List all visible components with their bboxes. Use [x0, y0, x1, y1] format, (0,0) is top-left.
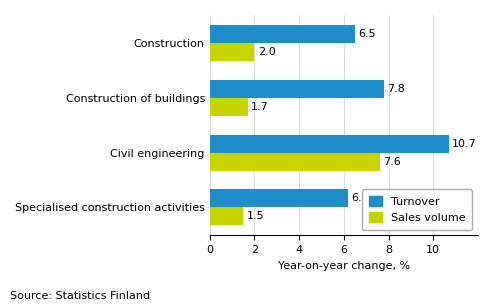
X-axis label: Year-on-year change, %: Year-on-year change, % [278, 261, 410, 271]
Bar [210, 98, 248, 116]
Text: 7.6: 7.6 [383, 157, 401, 167]
Bar [210, 25, 355, 43]
Bar [210, 43, 254, 61]
Text: 6.2: 6.2 [352, 193, 369, 203]
Text: 10.7: 10.7 [452, 139, 477, 149]
Bar [210, 80, 384, 98]
Legend: Turnover, Sales volume: Turnover, Sales volume [362, 189, 472, 230]
Bar [210, 135, 449, 153]
Text: 2.0: 2.0 [258, 47, 276, 57]
Text: 7.8: 7.8 [387, 84, 405, 94]
Bar [210, 207, 243, 226]
Text: 1.5: 1.5 [246, 211, 264, 221]
Text: 1.7: 1.7 [251, 102, 269, 112]
Bar [210, 153, 380, 171]
Text: 6.5: 6.5 [358, 29, 376, 39]
Bar [210, 189, 349, 207]
Text: Source: Statistics Finland: Source: Statistics Finland [10, 291, 150, 301]
